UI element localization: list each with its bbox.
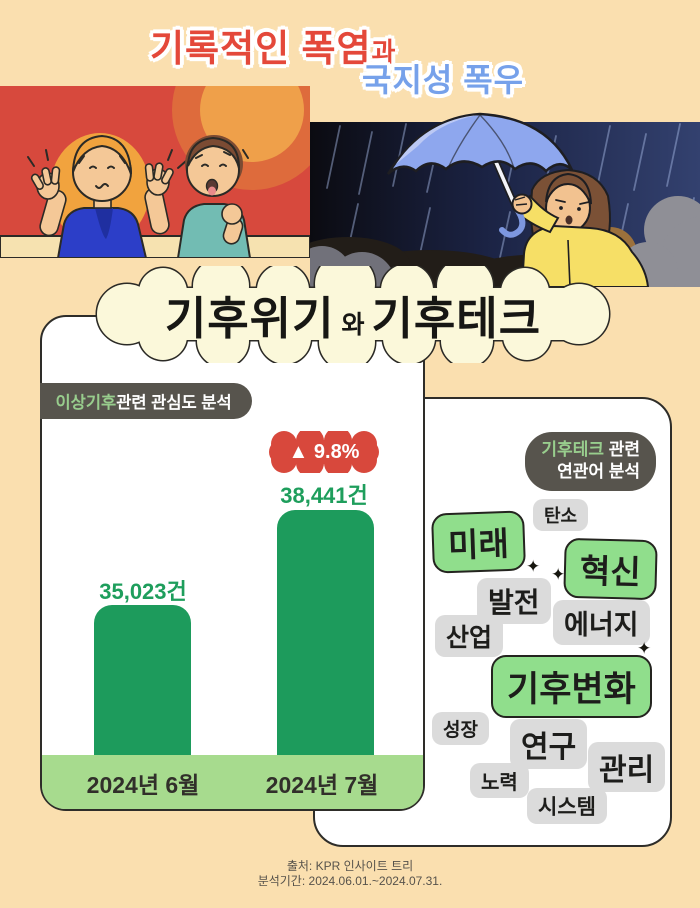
bar-june	[94, 605, 191, 759]
main-title: 기후위기 와 기후테크	[93, 266, 613, 363]
word-chip: 시스템	[527, 788, 607, 824]
cloud-shape	[95, 266, 611, 363]
word-chip: 산업	[435, 615, 504, 657]
interest-chart-card: 이상기후 관련 관심도 분석 ▲ 9.8% 38,441건 35,023건 20…	[39, 315, 425, 811]
heatwave-illustration	[0, 86, 310, 258]
x-axis-strip: 2024년 6월 2024년 7월	[42, 755, 423, 809]
main-title-part2: 기후테크	[371, 293, 542, 344]
word-chip: 연구	[510, 719, 588, 769]
sun-people-image	[0, 86, 310, 258]
title-banner: 기후위기 와 기후테크	[93, 266, 613, 363]
word-chip: 탄소	[533, 499, 589, 531]
main-title-part1: 기후위기	[164, 293, 335, 344]
sparkle-icon: ✦	[551, 565, 566, 584]
headline-heatwave-suffix: 과	[371, 37, 397, 67]
value-label-july: 38,441건	[280, 483, 368, 508]
headline-rainstorm: 국지성 폭우	[362, 62, 525, 98]
source-line: 출처: KPR 인사이트 트리	[286, 859, 414, 873]
interest-chart-title: 이상기후 관련 관심도 분석	[39, 383, 252, 419]
axis-label-june: 2024년 6월	[86, 772, 200, 798]
footer: 출처: KPR 인사이트 트리 분석기간: 2024.06.01.~2024.0…	[0, 859, 700, 889]
word-chip-climate-change: 기후변화	[491, 655, 652, 718]
main-title-particle: 와	[341, 310, 365, 339]
word-chip: 관리	[588, 742, 666, 792]
wordcloud-card-title: 기후테크 관련 연관어 분석	[525, 432, 656, 491]
increase-badge-label: ▲ 9.8%	[288, 440, 360, 463]
sparkle-icon: ✦	[526, 557, 541, 576]
word-chip: 성장	[432, 712, 489, 745]
sparkle-icon: ✦	[637, 639, 652, 658]
period-line: 분석기간: 2024.06.01.~2024.07.31.	[257, 874, 443, 888]
badge-scallop-shape	[269, 431, 379, 473]
word-chip: 에너지	[553, 600, 650, 645]
umbrella-rain-image	[310, 112, 700, 287]
word-chip-future: 미래	[430, 510, 526, 574]
headline-heatwave: 기록적인 폭염과	[150, 18, 396, 72]
axis-label-july: 2024년 7월	[265, 772, 379, 798]
rainstorm-illustration	[310, 112, 700, 287]
bar-july	[277, 510, 374, 759]
word-chip: 노력	[470, 763, 529, 798]
headline-heatwave-main: 기록적인 폭염	[150, 28, 372, 69]
value-label-june: 35,023건	[99, 579, 187, 604]
word-chip-innovation: 혁신	[563, 537, 658, 601]
increase-badge: ▲ 9.8%	[259, 431, 389, 473]
